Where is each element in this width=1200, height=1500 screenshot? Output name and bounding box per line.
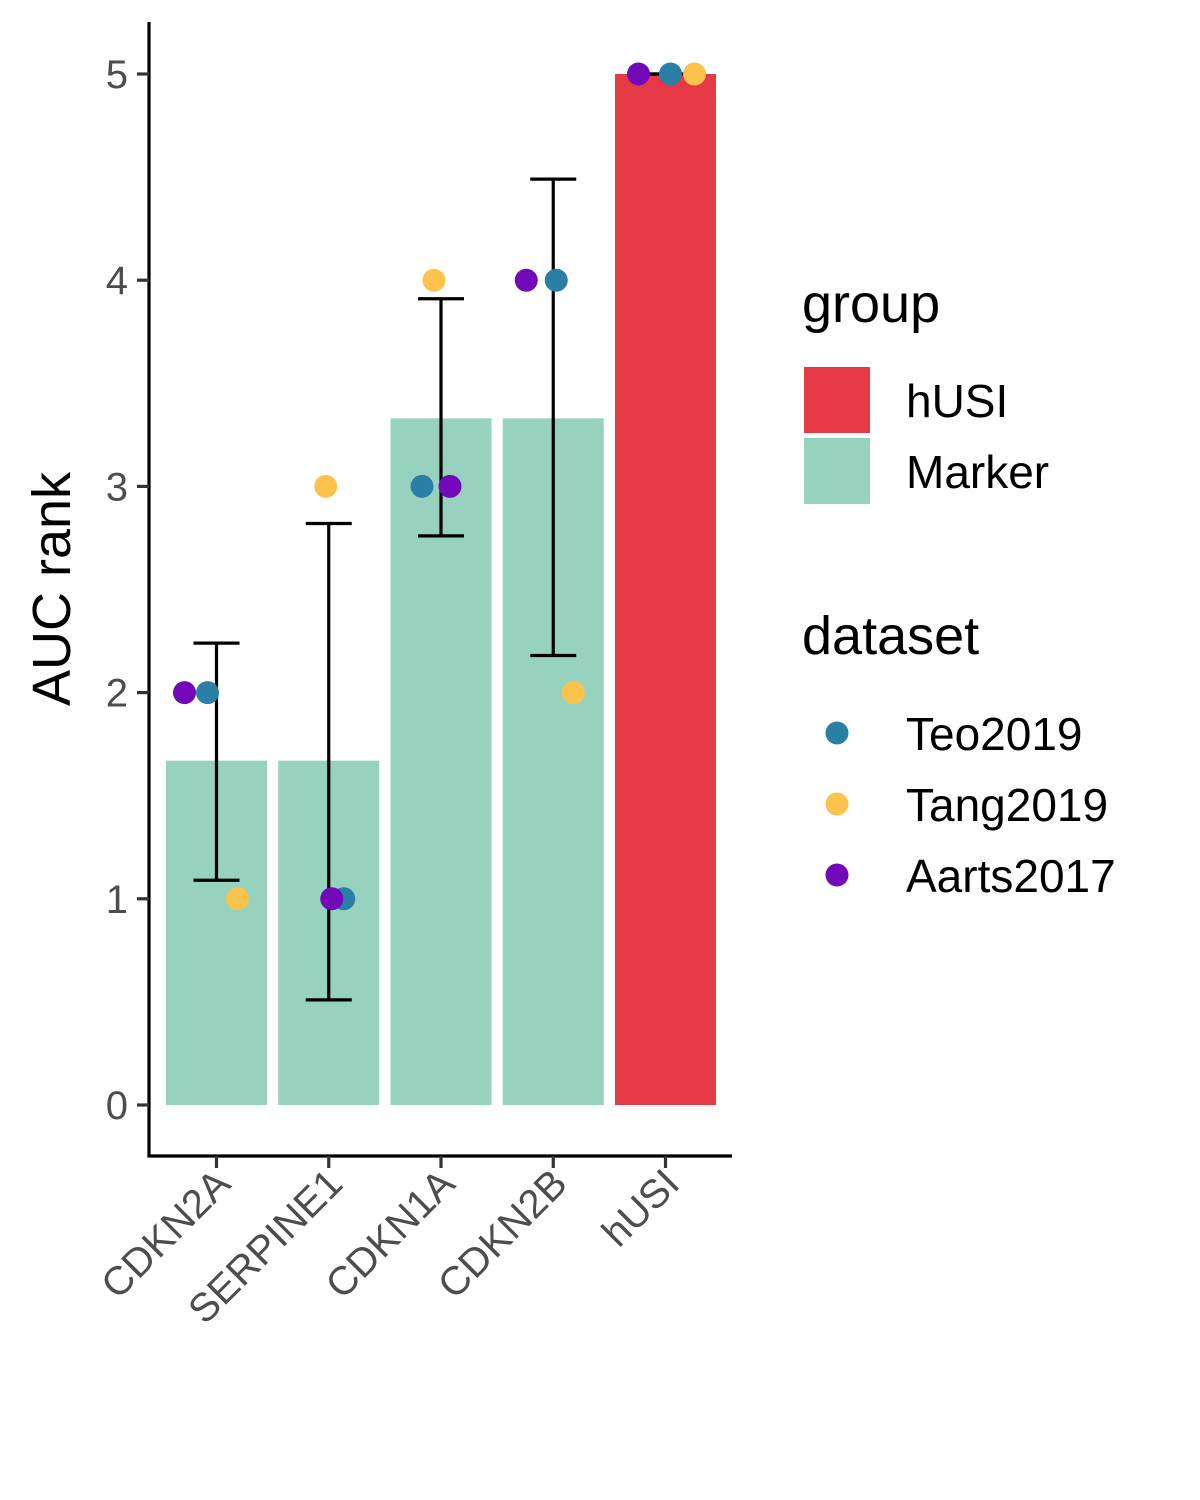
point-cdkn2b-teo2019 bbox=[544, 268, 568, 292]
legend-label-marker: Marker bbox=[906, 446, 1049, 498]
points-layer bbox=[173, 62, 706, 911]
point-husi-teo2019 bbox=[659, 62, 682, 86]
error-bar-cdkn1a bbox=[418, 297, 464, 538]
legend-title-dataset: dataset bbox=[802, 606, 979, 666]
y-tick-label: 5 bbox=[106, 53, 128, 97]
point-cdkn1a-aarts2017 bbox=[438, 474, 462, 498]
legend: group hUSI Marker dataset Teo2019 Tang2019 Aar… bbox=[802, 274, 1116, 902]
legend-title-group: group bbox=[802, 274, 940, 334]
point-cdkn2a-tang2019 bbox=[226, 887, 249, 911]
legend-key-husi bbox=[804, 367, 870, 433]
point-cdkn2b-tang2019 bbox=[561, 681, 585, 705]
legend-key-tang2019 bbox=[825, 792, 849, 816]
y-tick-label: 0 bbox=[106, 1084, 128, 1128]
y-axis-ticks: 0 1 2 3 4 5 bbox=[106, 53, 149, 1128]
point-cdkn1a-tang2019 bbox=[422, 268, 446, 292]
point-cdkn1a-teo2019 bbox=[410, 474, 434, 498]
error-bar-serpine1 bbox=[305, 521, 352, 1002]
point-cdkn2a-aarts2017 bbox=[173, 681, 196, 705]
legend-label-tang2019: Tang2019 bbox=[906, 779, 1108, 831]
y-tick-label: 2 bbox=[106, 672, 128, 716]
point-cdkn2b-aarts2017 bbox=[514, 268, 538, 292]
y-axis-title: AUC rank bbox=[22, 471, 82, 706]
point-serpine1-aarts2017 bbox=[320, 887, 344, 911]
point-cdkn2a-teo2019 bbox=[196, 681, 219, 705]
point-serpine1-tang2019 bbox=[314, 474, 338, 498]
legend-label-husi: hUSI bbox=[906, 375, 1008, 427]
y-tick-label: 1 bbox=[106, 878, 128, 922]
legend-label-aarts2017: Aarts2017 bbox=[906, 850, 1116, 902]
legend-key-aarts2017 bbox=[825, 863, 849, 887]
point-husi-aarts2017 bbox=[627, 62, 650, 86]
error-bar-cdkn2b bbox=[530, 177, 577, 658]
legend-key-teo2019 bbox=[825, 721, 849, 745]
point-husi-tang2019 bbox=[683, 62, 706, 86]
bar-husi bbox=[615, 74, 716, 1105]
y-tick-label: 3 bbox=[106, 465, 128, 509]
y-tick-label: 4 bbox=[106, 259, 128, 303]
legend-key-marker bbox=[804, 438, 870, 504]
legend-label-teo2019: Teo2019 bbox=[906, 708, 1083, 760]
error-bar-cdkn2a bbox=[193, 641, 240, 882]
